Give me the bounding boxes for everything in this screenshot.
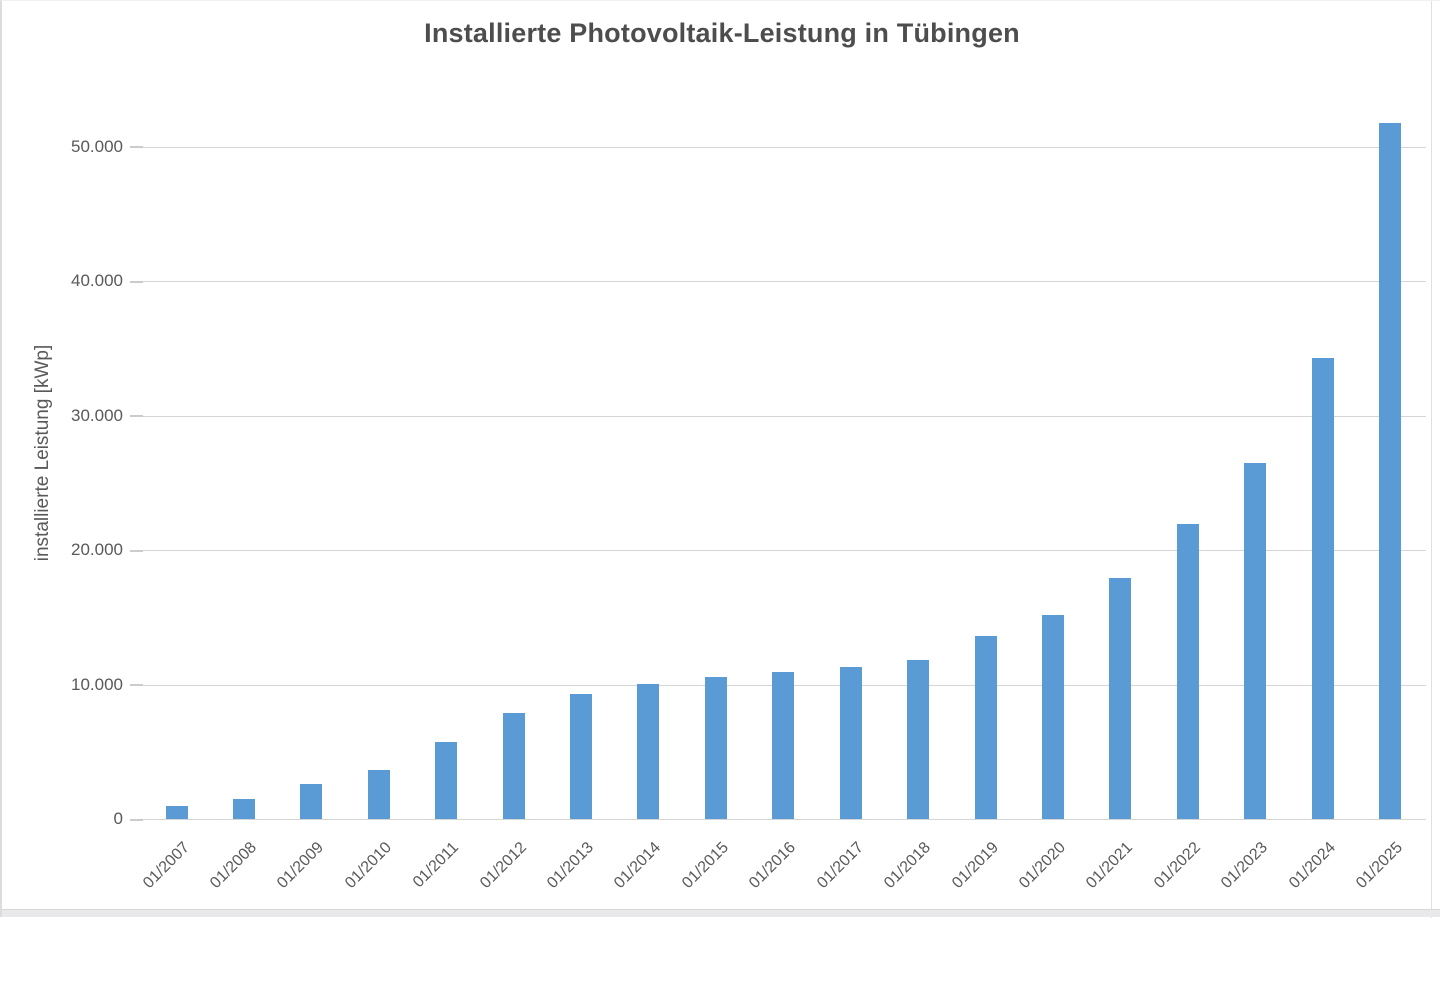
y-tick-label: 40.000 (71, 271, 123, 291)
chart-bar-01/2021 (1109, 577, 1132, 819)
gridline-20.000 (143, 550, 1426, 552)
chart-bar-01/2024 (1311, 357, 1334, 819)
y-tick-label: 30.000 (71, 405, 123, 425)
chart-bar-01/2018 (907, 660, 930, 819)
y-axis-tick (130, 549, 143, 552)
chart-bar-01/2012 (502, 712, 525, 819)
chart-bar-01/2023 (1244, 462, 1267, 819)
chart-bar-01/2020 (1042, 614, 1064, 819)
window-bottom-edge (2, 909, 1440, 917)
window-right-edge (1431, 1, 1432, 918)
chart-bar-01/2014 (637, 683, 660, 819)
chart-bar-01/2019 (974, 636, 997, 819)
gridline-30.000 (143, 415, 1426, 417)
y-tick-label: 50.000 (71, 136, 123, 156)
chart-screenshot: Installierte Photovoltaik-Leistung in Tü… (0, 0, 1440, 918)
y-axis-title: installierte Leistung [kWp] (32, 344, 53, 562)
y-tick-label: 0 (113, 809, 123, 828)
chart-bar-01/2025 (1379, 122, 1402, 819)
chart-title: Installierte Photovoltaik-Leistung in Tü… (424, 18, 1020, 48)
chart-bar-01/2007 (165, 805, 188, 819)
y-axis-tick (130, 684, 143, 686)
chart-bar-01/2022 (1176, 523, 1199, 819)
y-axis-tick (130, 280, 143, 283)
chart-bar-01/2009 (300, 784, 323, 819)
chart-bar-01/2015 (704, 677, 727, 819)
y-axis-tick (130, 818, 143, 821)
chart-bar-01/2013 (570, 694, 592, 819)
chart-bar-01/2016 (772, 672, 795, 819)
chart-bar-01/2008 (232, 798, 255, 819)
chart-bar-01/2010 (367, 769, 390, 819)
gridline-40.000 (143, 281, 1426, 283)
chart-bar-01/2017 (839, 667, 862, 819)
y-axis-tick (130, 146, 143, 149)
gridline-50.000 (143, 146, 1426, 148)
y-tick-label: 10.000 (71, 674, 123, 694)
y-tick-label: 20.000 (71, 540, 123, 560)
gridline-0 (143, 819, 1426, 820)
y-axis-tick (130, 415, 143, 418)
chart-bar-01/2011 (435, 742, 458, 819)
